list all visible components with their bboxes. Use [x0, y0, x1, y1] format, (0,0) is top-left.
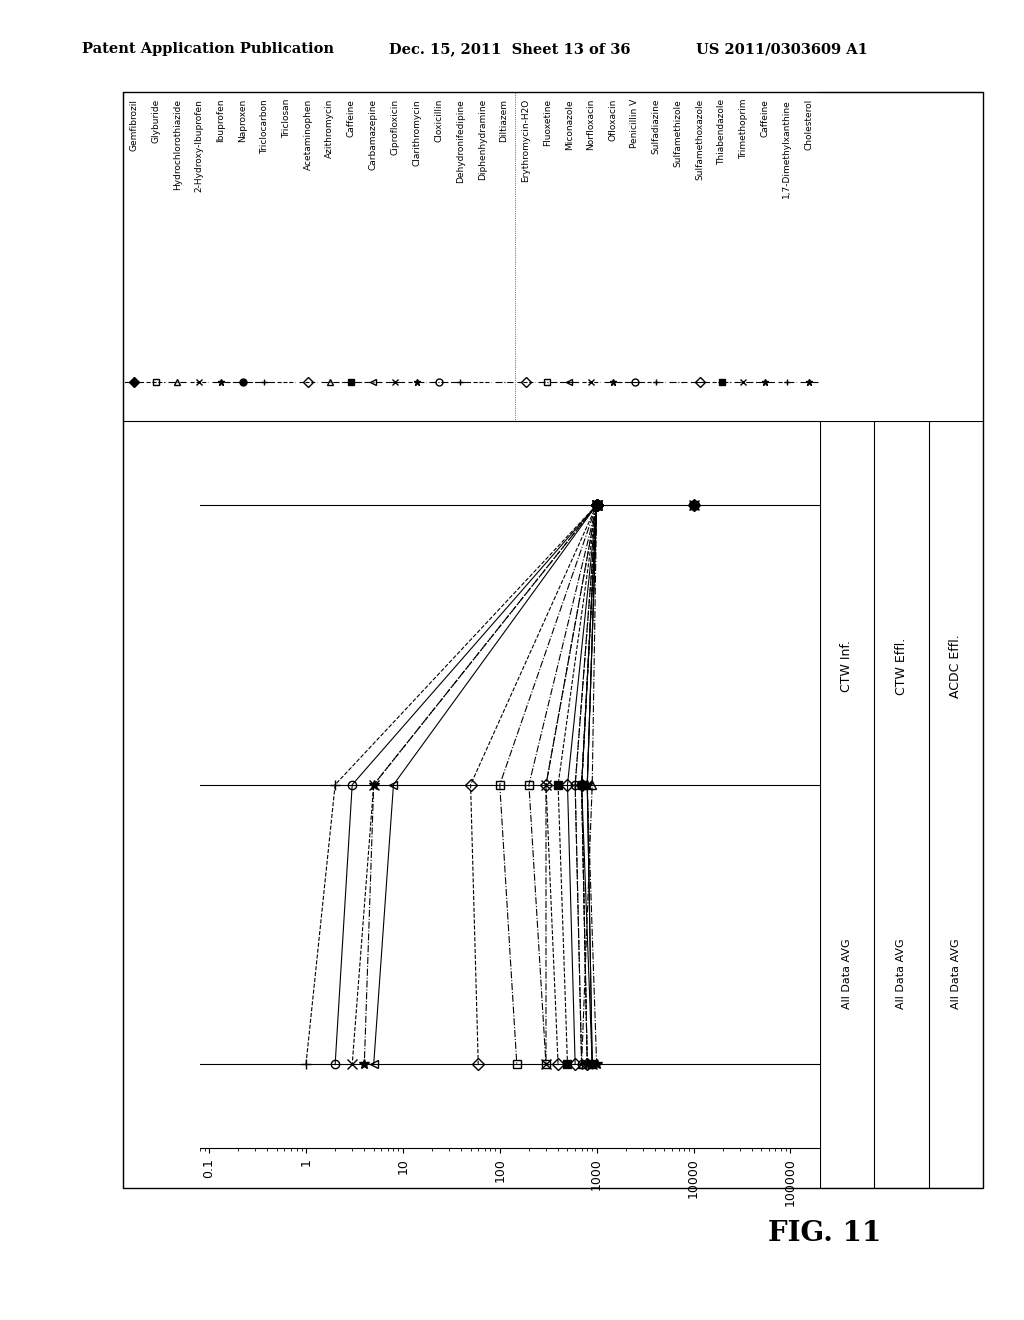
Text: 1,7-Dimethylxanthine: 1,7-Dimethylxanthine: [782, 99, 792, 198]
Text: US 2011/0303609 A1: US 2011/0303609 A1: [696, 42, 868, 57]
Text: Trimethoprim: Trimethoprim: [739, 99, 748, 160]
Text: Dehydronifedipine: Dehydronifedipine: [456, 99, 465, 182]
Text: All Data AVG: All Data AVG: [842, 939, 852, 1008]
Text: Triclosan: Triclosan: [282, 99, 291, 139]
Text: Sulfamethoxazole: Sulfamethoxazole: [695, 99, 705, 181]
Text: Azithromycin: Azithromycin: [326, 99, 334, 158]
Text: Erythromycin-H2O: Erythromycin-H2O: [521, 99, 530, 182]
Text: Sulfamethizole: Sulfamethizole: [674, 99, 683, 166]
Text: Norfloxacin: Norfloxacin: [587, 99, 596, 150]
Text: Gemfibrozil: Gemfibrozil: [129, 99, 138, 150]
Text: CTW Effl.: CTW Effl.: [895, 638, 908, 696]
Text: Thiabendazole: Thiabendazole: [717, 99, 726, 165]
Text: Fluoxetine: Fluoxetine: [543, 99, 552, 147]
Text: Carbamazepine: Carbamazepine: [369, 99, 378, 170]
Text: FIG. 11: FIG. 11: [768, 1221, 882, 1247]
Text: Ofloxacin: Ofloxacin: [608, 99, 617, 141]
Text: Ibuprofen: Ibuprofen: [216, 99, 225, 143]
Text: Patent Application Publication: Patent Application Publication: [82, 42, 334, 57]
Text: All Data AVG: All Data AVG: [951, 939, 961, 1008]
Text: Acetaminophen: Acetaminophen: [303, 99, 312, 170]
Text: CTW Inf.: CTW Inf.: [841, 640, 853, 693]
Text: Cholesterol: Cholesterol: [804, 99, 813, 150]
Text: ACDC Effl.: ACDC Effl.: [949, 635, 963, 698]
Text: Caffeine: Caffeine: [761, 99, 770, 137]
Text: Triclocarbon: Triclocarbon: [260, 99, 269, 153]
Text: Hydrochlorothiazide: Hydrochlorothiazide: [173, 99, 182, 190]
Text: Naproxen: Naproxen: [239, 99, 247, 143]
Text: Penicillin V: Penicillin V: [630, 99, 639, 148]
Text: Dec. 15, 2011  Sheet 13 of 36: Dec. 15, 2011 Sheet 13 of 36: [389, 42, 631, 57]
Text: Sulfadiazine: Sulfadiazine: [652, 99, 660, 154]
Text: All Data AVG: All Data AVG: [896, 939, 906, 1008]
Text: 2-Hydroxy-Ibuprofen: 2-Hydroxy-Ibuprofen: [195, 99, 204, 191]
Text: Clarithromycin: Clarithromycin: [413, 99, 421, 165]
Text: Diphenhydramine: Diphenhydramine: [477, 99, 486, 181]
Text: Diltiazem: Diltiazem: [500, 99, 508, 143]
Text: Cloxicillin: Cloxicillin: [434, 99, 443, 143]
Text: Miconazole: Miconazole: [564, 99, 573, 149]
Text: Glyburide: Glyburide: [151, 99, 160, 144]
Text: Ciprofloxicin: Ciprofloxicin: [390, 99, 399, 154]
Text: Caffeine: Caffeine: [347, 99, 356, 137]
